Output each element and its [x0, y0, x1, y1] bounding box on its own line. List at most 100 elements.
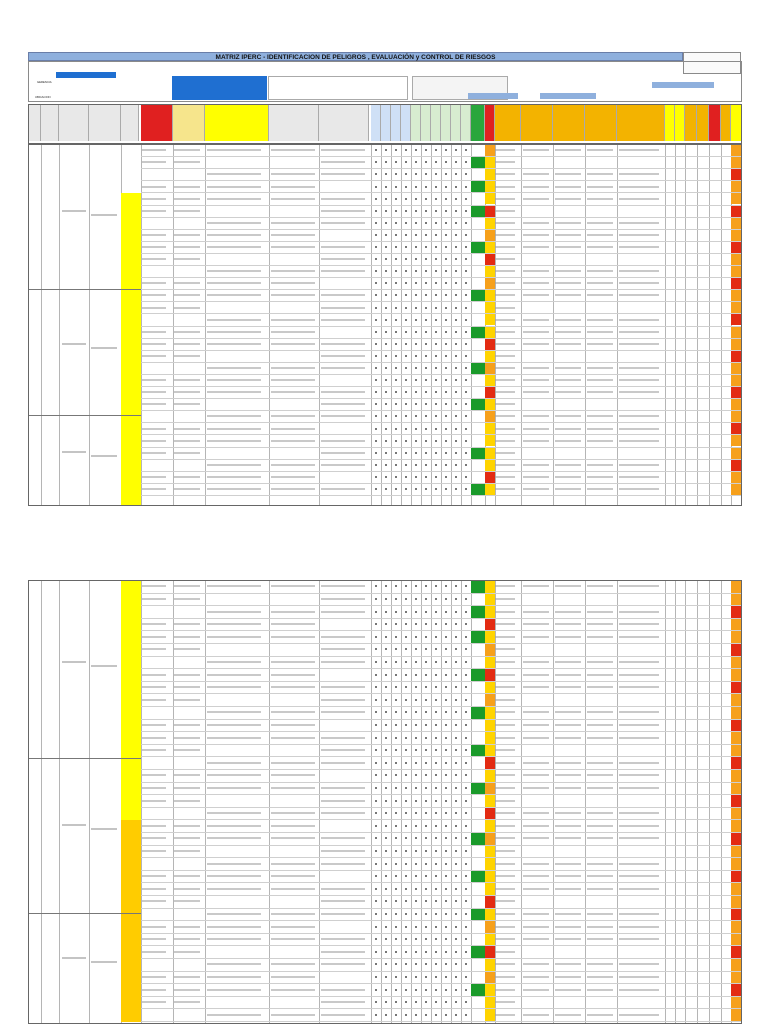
score-cell: [465, 711, 467, 714]
meta-box: [683, 52, 741, 74]
score-cell: [405, 761, 407, 764]
score-cell: [445, 354, 447, 357]
cell-text: [495, 736, 515, 739]
score-cell: [455, 938, 457, 941]
score-cell: [435, 585, 437, 588]
score-cell: [415, 774, 417, 777]
cell-text: [271, 294, 315, 297]
cell-text: [207, 342, 261, 345]
score-cell: [395, 774, 397, 777]
cell-text: [207, 463, 261, 466]
score-cell: [435, 736, 437, 739]
cell-text: [555, 711, 581, 714]
risk-level-cell: [485, 820, 495, 832]
cell-text: [495, 623, 515, 626]
score-cell: [465, 887, 467, 890]
score-cell: [445, 403, 447, 406]
cell-text: [523, 342, 549, 345]
cell-text: [555, 623, 581, 626]
score-cell: [415, 367, 417, 370]
score-cell: [435, 1001, 437, 1004]
cell-text: [271, 463, 315, 466]
row-line: [141, 373, 741, 375]
cell-text: [619, 585, 659, 588]
cell-text: [142, 635, 166, 638]
score-cell: [385, 686, 387, 689]
cell-text: [555, 379, 581, 382]
score-cell: [395, 635, 397, 638]
score-cell: [415, 850, 417, 852]
final-risk-cell: [731, 362, 741, 374]
row-line: [141, 592, 741, 594]
cell-text: [495, 415, 515, 418]
score-cell: [425, 270, 427, 273]
score-cell: [395, 427, 397, 430]
score-cell: [395, 900, 397, 903]
score-cell: [415, 799, 417, 802]
score-cell: [465, 149, 467, 152]
section-divider: [29, 912, 141, 914]
risk-level-cell: [485, 971, 495, 984]
cell-text: [587, 282, 613, 285]
final-risk-cell: [731, 387, 741, 399]
cell-text: [321, 391, 365, 394]
cell-text: [495, 837, 515, 840]
score-cell: [455, 367, 457, 370]
final-risk-cell: [731, 807, 741, 820]
score-cell: [425, 900, 427, 903]
score-cell: [455, 233, 457, 236]
cell-text: [321, 598, 365, 600]
score-cell: [465, 173, 467, 176]
score-cell: [435, 185, 437, 188]
cell-text: [321, 862, 365, 865]
score-cell: [445, 318, 447, 321]
score-cell: [465, 938, 467, 941]
score-cell: [395, 925, 397, 928]
score-cell: [425, 648, 427, 651]
cell-text: [495, 913, 515, 915]
score-cell: [415, 900, 417, 903]
cell-text: [207, 246, 261, 249]
risk-level-cell: [485, 782, 495, 795]
final-risk-cell: [731, 921, 741, 933]
cell-text: [495, 850, 515, 852]
cell-text: [142, 475, 166, 478]
cell-text: [142, 354, 166, 357]
score-cell: [395, 1001, 397, 1004]
score-cell: [375, 925, 377, 928]
cell-text: [207, 812, 261, 815]
cell-text: [555, 585, 581, 588]
score-cell: [385, 391, 387, 394]
column-line: [553, 145, 554, 505]
cell-text: [207, 761, 261, 764]
score-cell: [425, 761, 427, 764]
score-cell: [435, 197, 437, 200]
cell-text: [207, 686, 261, 689]
cell-text: [555, 976, 581, 978]
risk-level-cell: [485, 411, 495, 423]
cell-text: [587, 938, 613, 941]
cell-text: [495, 173, 515, 176]
cell-text: [207, 736, 261, 739]
final-risk-cell: [731, 483, 741, 495]
score-cell: [455, 913, 457, 915]
score-cell: [415, 698, 417, 701]
cell-text: [321, 799, 365, 802]
cell-text: [587, 724, 613, 726]
score-cell: [445, 900, 447, 903]
final-risk-cell: [731, 1009, 741, 1021]
cell-text: [555, 736, 581, 739]
cell-text: [174, 925, 200, 928]
cell-text: [495, 403, 515, 406]
score-cell: [395, 698, 397, 701]
center-blue-box: [172, 76, 267, 100]
cell-text: [174, 475, 200, 478]
score-cell: [425, 724, 427, 726]
score-cell: [425, 463, 427, 466]
score-cell: [405, 812, 407, 815]
cell-text: [207, 610, 261, 613]
cell-text: [142, 837, 166, 840]
row-line: [141, 857, 741, 859]
final-risk-cell: [731, 205, 741, 217]
final-risk-cell: [731, 229, 741, 241]
